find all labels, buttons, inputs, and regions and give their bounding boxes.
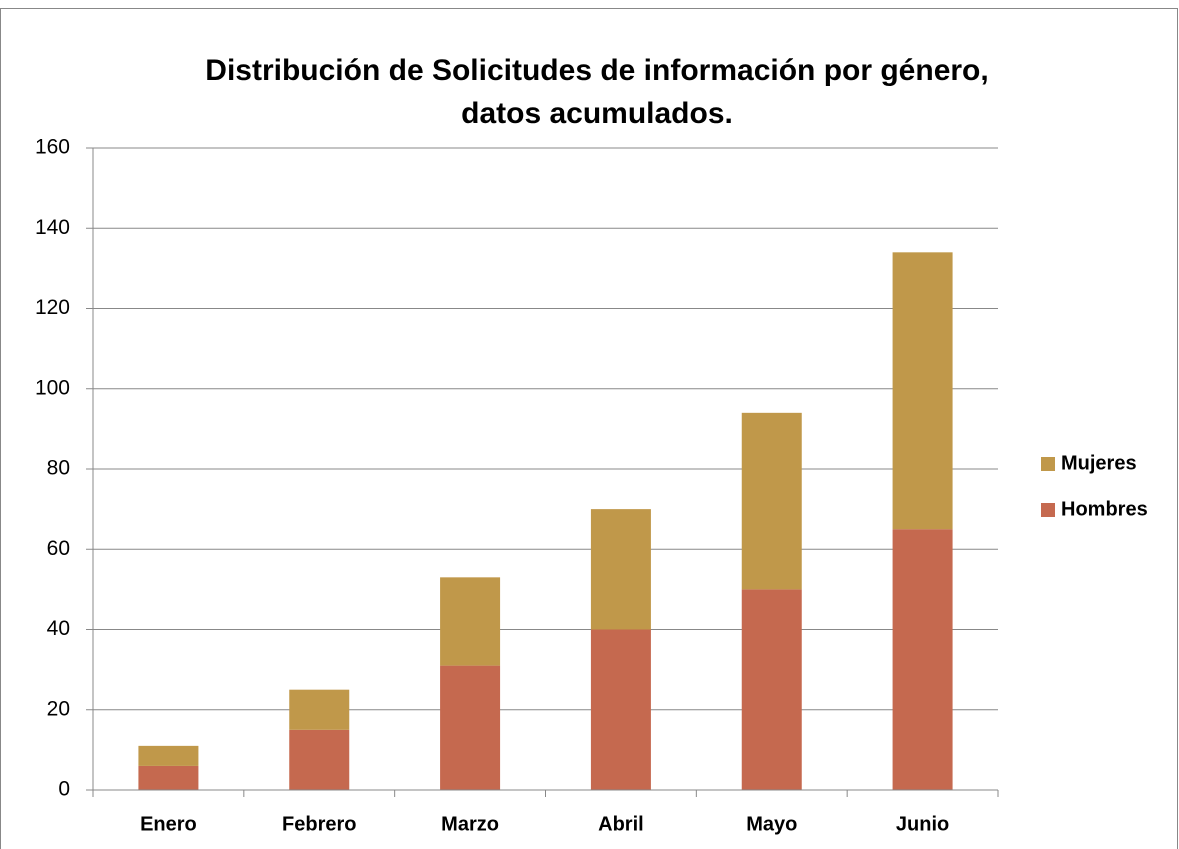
bar-segment: [892, 529, 953, 790]
y-tick-label: 60: [47, 537, 70, 560]
y-tick-label: 160: [35, 136, 70, 159]
chart-title: datos acumulados.: [461, 97, 733, 130]
bar-segment: [590, 509, 651, 630]
bar-segment: [440, 577, 501, 666]
bar-segment: [138, 745, 199, 766]
y-tick-label: 20: [47, 697, 70, 720]
chart-frame: [0, 8, 1178, 849]
y-tick-label: 40: [47, 617, 70, 640]
legend-swatch: [1041, 457, 1055, 471]
chart-title: Distribución de Solicitudes de informaci…: [205, 54, 988, 87]
bar-segment: [892, 252, 953, 530]
bar-segment: [590, 629, 651, 790]
y-tick-label: 100: [35, 376, 70, 399]
x-tick-label: Mayo: [746, 813, 797, 835]
bar-segment: [440, 665, 501, 790]
bar-segment: [741, 589, 802, 790]
x-tick-label: Febrero: [282, 813, 356, 835]
x-tick-label: Marzo: [441, 813, 499, 835]
legend-label: Hombres: [1061, 498, 1148, 520]
y-tick-label: 80: [47, 457, 70, 480]
bar-segment: [138, 765, 199, 790]
bar-segment: [289, 729, 350, 790]
y-tick-label: 120: [35, 296, 70, 319]
x-tick-label: Junio: [896, 813, 949, 835]
y-tick-label: 0: [58, 778, 70, 801]
legend-label: Mujeres: [1061, 452, 1137, 474]
legend-swatch: [1041, 503, 1055, 517]
x-tick-label: Enero: [140, 813, 197, 835]
bar-segment: [741, 412, 802, 590]
bar-segment: [289, 689, 350, 730]
x-tick-label: Abril: [598, 813, 644, 835]
y-tick-label: 140: [35, 216, 70, 239]
